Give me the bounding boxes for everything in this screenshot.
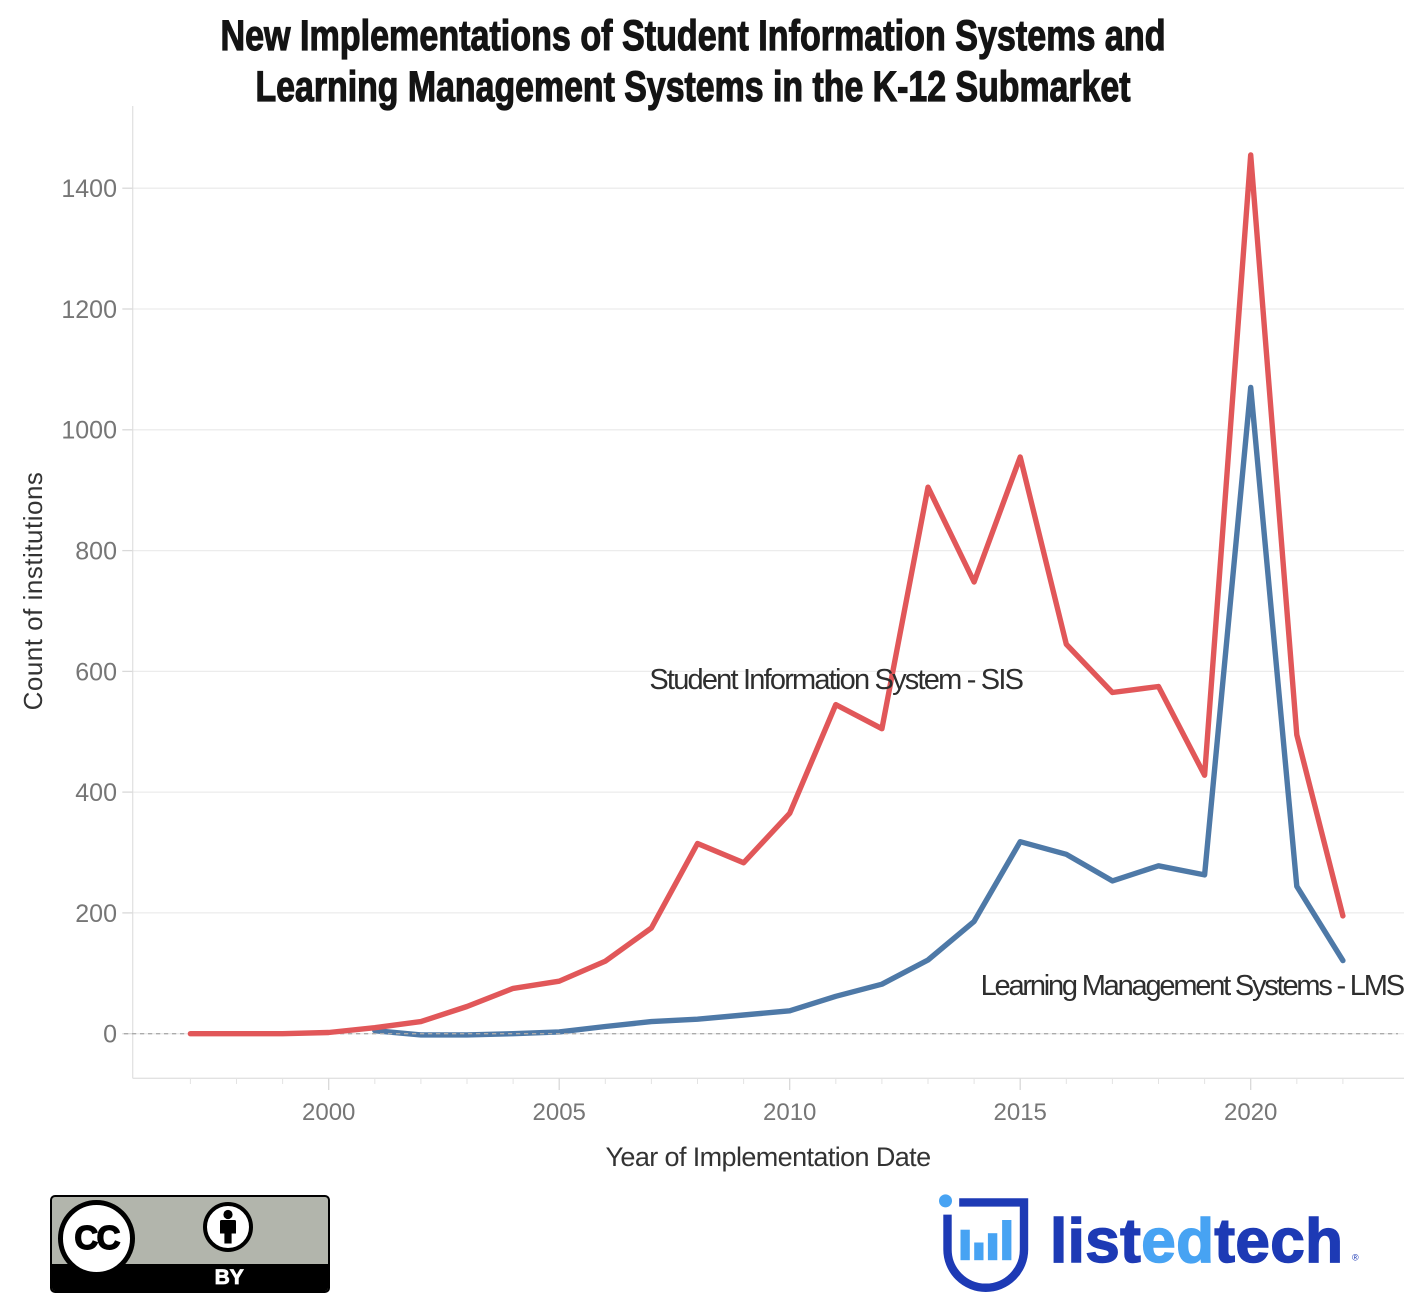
- svg-text:2020: 2020: [1224, 1099, 1277, 1126]
- svg-text:800: 800: [75, 538, 117, 566]
- svg-text:200: 200: [75, 900, 117, 928]
- svg-text:Student Information System - S: Student Information System - SIS: [649, 664, 1023, 696]
- svg-text:2010: 2010: [763, 1099, 816, 1126]
- svg-text:2015: 2015: [994, 1099, 1047, 1126]
- svg-text:0: 0: [103, 1021, 117, 1049]
- svg-text:®: ®: [1352, 1253, 1359, 1263]
- svg-text:2000: 2000: [302, 1099, 355, 1126]
- svg-text:400: 400: [75, 779, 117, 807]
- svg-text:600: 600: [75, 658, 117, 686]
- svg-text:1200: 1200: [61, 296, 117, 324]
- svg-text:1400: 1400: [61, 175, 117, 203]
- svg-text:Count of institutions: Count of institutions: [18, 472, 48, 711]
- svg-text:listedtech: listedtech: [1050, 1207, 1343, 1276]
- svg-text:Year of Implementation Date: Year of Implementation Date: [605, 1142, 930, 1172]
- svg-text:2005: 2005: [533, 1099, 586, 1126]
- svg-text:1000: 1000: [61, 417, 117, 445]
- svg-text:Learning Management Systems -: Learning Management Systems - LMS: [981, 970, 1404, 1002]
